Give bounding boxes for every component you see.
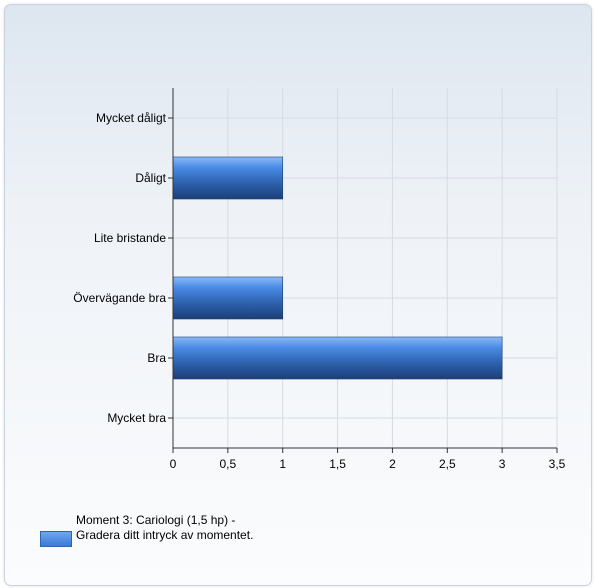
x-tick-label: 3 xyxy=(499,457,506,471)
x-tick-label: 3,5 xyxy=(549,457,566,471)
y-tick-label: Dåligt xyxy=(135,171,166,185)
bar xyxy=(172,156,284,200)
y-tick-label: Bra xyxy=(147,351,166,365)
x-tick-label: 0 xyxy=(170,457,177,471)
y-tick-label: Lite bristande xyxy=(94,231,166,245)
legend-label: Moment 3: Cariologi (1,5 hp) - Gradera d… xyxy=(76,513,254,542)
x-tick-label: 1,5 xyxy=(329,457,346,471)
y-tick-label: Mycket bra xyxy=(107,411,166,425)
bar xyxy=(172,276,284,320)
legend-swatch xyxy=(40,531,72,547)
y-tick-label: Mycket dåligt xyxy=(96,111,167,125)
bar xyxy=(172,336,503,380)
x-tick-label: 0,5 xyxy=(220,457,237,471)
x-tick-label: 1 xyxy=(279,457,286,471)
x-tick-label: 2,5 xyxy=(439,457,456,471)
chart-panel xyxy=(4,4,592,586)
y-tick-label: Övervägande bra xyxy=(73,291,166,305)
legend: Moment 3: Cariologi (1,5 hp) - Gradera d… xyxy=(40,513,260,565)
x-tick-label: 2 xyxy=(389,457,396,471)
